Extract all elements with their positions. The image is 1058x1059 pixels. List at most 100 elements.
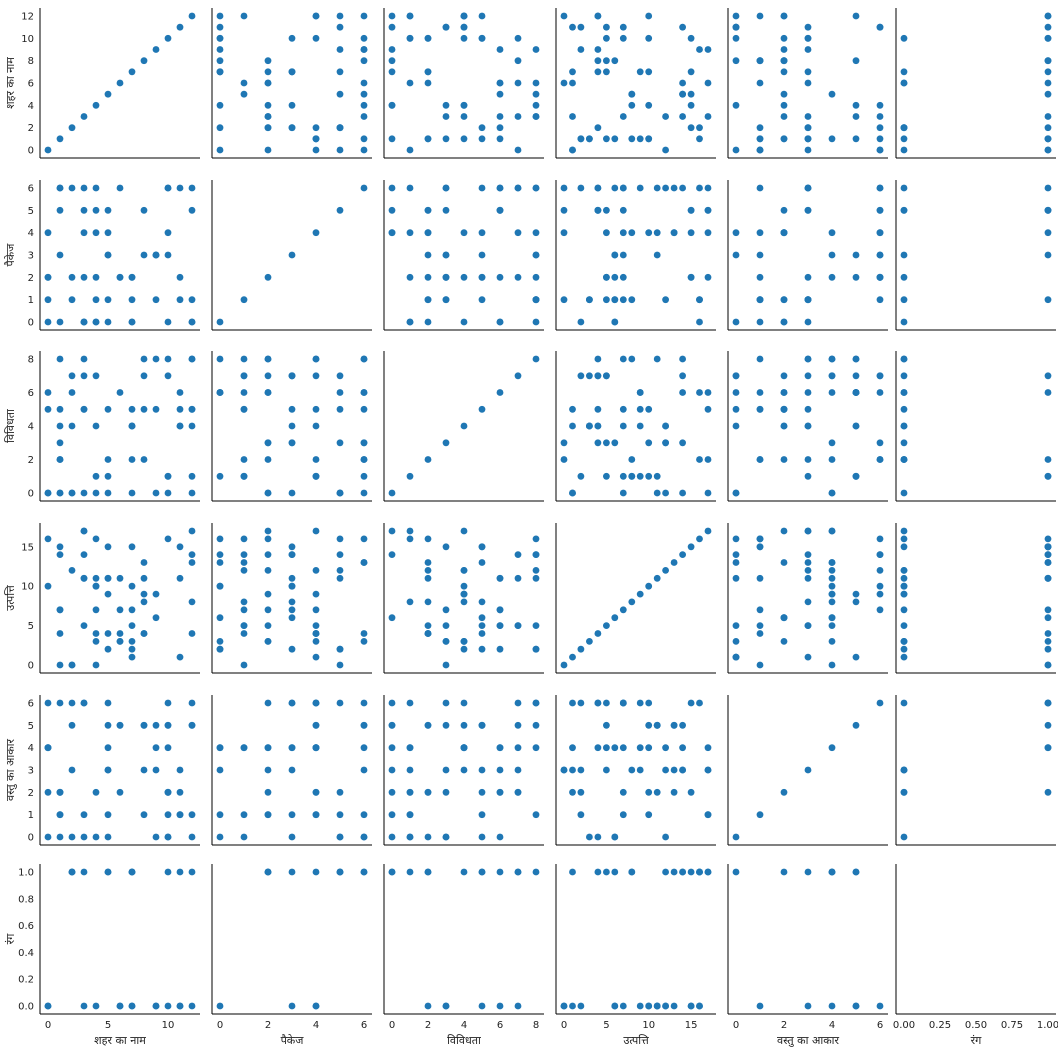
data-point: [360, 135, 368, 143]
panel-package-vs-package: [211, 180, 372, 331]
data-point: [442, 661, 450, 669]
data-point: [696, 124, 703, 132]
data-point: [1044, 551, 1052, 558]
data-point: [704, 113, 712, 120]
data-point: [388, 46, 396, 53]
x-tick-label: 10: [642, 1020, 655, 1031]
data-point: [80, 622, 88, 629]
data-point: [216, 389, 224, 396]
data-point: [619, 405, 627, 413]
data-point: [900, 766, 908, 774]
data-point: [876, 184, 884, 192]
data-point: [645, 472, 653, 480]
data-point: [619, 489, 627, 497]
data-point: [240, 811, 248, 819]
data-point: [442, 101, 450, 109]
data-point: [460, 567, 468, 574]
data-point: [756, 273, 764, 281]
panel-origin-vs-origin: [555, 523, 716, 674]
data-point: [128, 489, 136, 497]
data-point: [216, 582, 224, 590]
data-point: [560, 1002, 568, 1010]
data-point: [312, 811, 320, 819]
data-point: [478, 622, 486, 629]
data-point: [1044, 614, 1052, 622]
data-point: [603, 699, 610, 707]
data-point: [164, 721, 172, 729]
data-point: [594, 355, 602, 363]
data-point: [804, 355, 812, 363]
data-point: [619, 788, 627, 796]
data-point: [312, 124, 320, 132]
data-point: [460, 582, 468, 590]
data-point: [406, 273, 414, 281]
data-point: [704, 206, 712, 214]
data-point: [92, 535, 100, 543]
data-point: [56, 606, 64, 614]
data-point: [577, 135, 585, 143]
data-point: [92, 318, 100, 326]
data-point: [240, 606, 248, 614]
data-point: [876, 124, 884, 132]
data-point: [360, 489, 368, 497]
data-point: [804, 472, 812, 480]
data-point: [514, 721, 522, 729]
data-point: [645, 135, 653, 143]
data-point: [804, 422, 812, 430]
data-point: [732, 638, 740, 645]
data-point: [104, 645, 112, 653]
data-point: [1044, 606, 1052, 614]
data-point: [532, 229, 540, 237]
data-point: [460, 527, 468, 535]
data-point: [756, 251, 764, 259]
data-point: [424, 721, 432, 729]
data-point: [188, 833, 196, 841]
data-point: [264, 57, 272, 65]
data-point: [216, 559, 224, 566]
data-point: [336, 206, 344, 214]
data-point: [780, 68, 788, 76]
data-point: [388, 12, 396, 20]
data-point: [56, 661, 64, 669]
data-point: [312, 472, 320, 480]
data-point: [569, 113, 576, 120]
data-point: [140, 57, 148, 65]
y-axis-label: रंग: [4, 933, 17, 944]
data-point: [780, 90, 788, 98]
data-point: [594, 422, 602, 430]
data-point: [804, 372, 812, 380]
data-point: [496, 273, 504, 281]
data-point: [732, 489, 740, 497]
data-point: [240, 567, 248, 574]
data-point: [360, 699, 368, 707]
data-point: [406, 535, 414, 543]
data-point: [240, 559, 248, 566]
x-tick-label: 1.00: [1037, 1020, 1058, 1031]
data-point: [240, 456, 248, 463]
data-point: [478, 135, 486, 143]
data-point: [732, 389, 740, 396]
data-point: [478, 124, 486, 132]
data-point: [679, 744, 686, 752]
data-point: [336, 46, 344, 53]
data-point: [288, 251, 296, 259]
data-point: [92, 273, 100, 281]
data-point: [312, 567, 320, 574]
data-point: [756, 146, 764, 154]
data-point: [176, 273, 184, 281]
y-tick-label: 3: [28, 251, 34, 262]
data-point: [852, 135, 860, 143]
data-point: [216, 146, 224, 154]
data-point: [406, 318, 414, 326]
data-point: [852, 273, 860, 281]
data-point: [164, 868, 172, 876]
data-point: [216, 68, 224, 76]
data-point: [900, 273, 908, 281]
data-point: [68, 184, 76, 192]
data-point: [176, 868, 184, 876]
data-point: [424, 79, 432, 87]
data-point: [780, 405, 788, 413]
data-point: [460, 638, 468, 645]
data-point: [478, 630, 486, 637]
data-point: [164, 472, 172, 480]
